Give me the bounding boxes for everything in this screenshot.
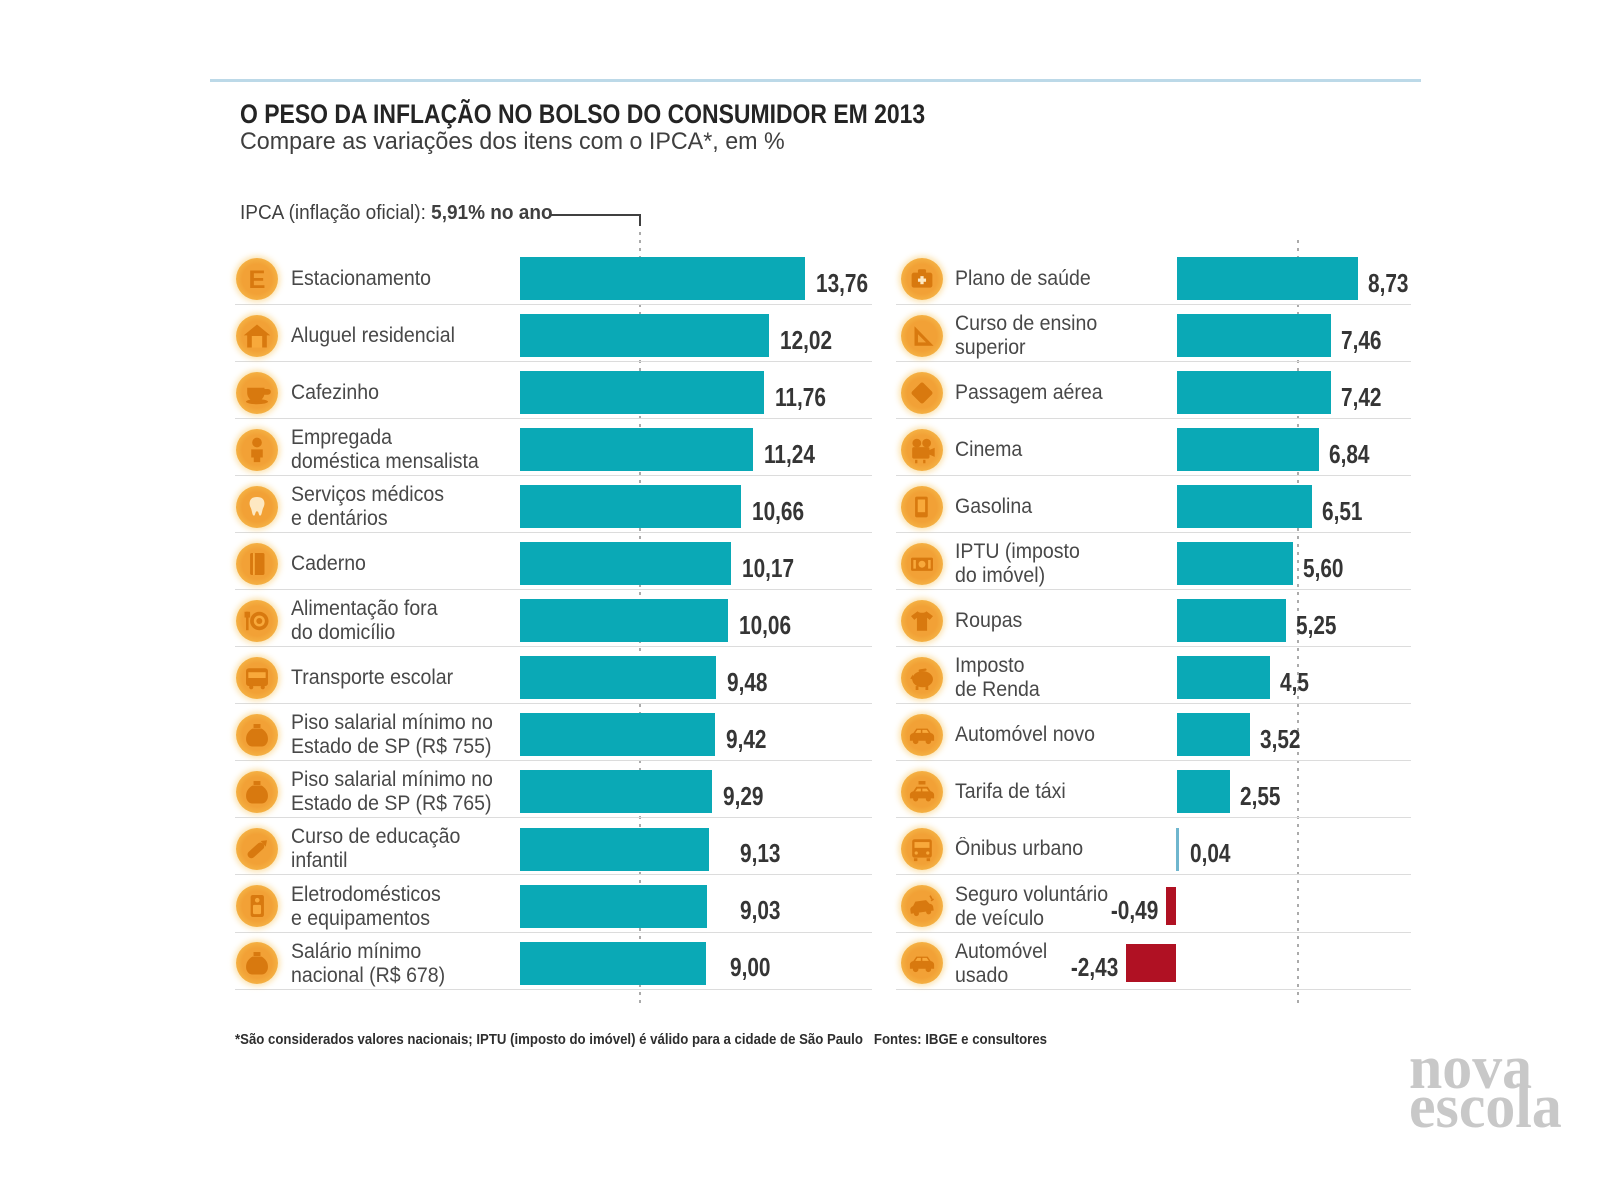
svg-text:E: E: [249, 266, 266, 294]
